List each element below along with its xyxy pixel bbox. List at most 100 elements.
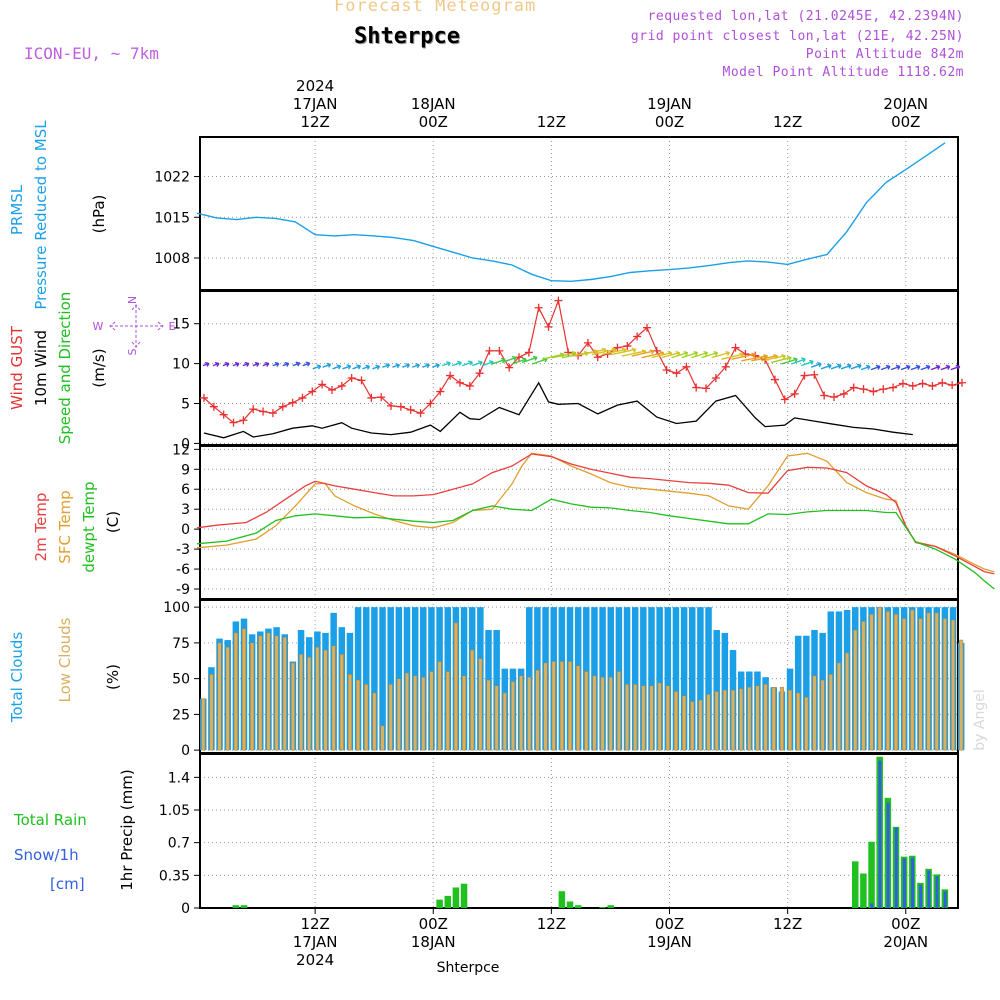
- requested-coords: requested lon,lat (21.0245E, 42.2394N): [647, 9, 964, 24]
- wind-gust-marker: [623, 342, 632, 351]
- low-clouds-bar: [437, 661, 442, 751]
- y-tick-label: 50: [172, 672, 190, 688]
- low-clouds-bar: [266, 632, 271, 751]
- credit-label: by Angel: [972, 689, 988, 750]
- rain-bar: [436, 899, 443, 908]
- wind-gust-marker: [357, 376, 366, 385]
- y-tick-label: 1008: [154, 251, 190, 267]
- wind-direction-arrow: [312, 364, 322, 370]
- compass-arrows: [109, 304, 164, 348]
- wind-direction-arrow: [292, 361, 301, 367]
- wind-gust-marker: [446, 371, 455, 380]
- low-clouds-bar: [568, 661, 572, 751]
- snow-bar: [919, 884, 923, 908]
- wind-gust-marker: [200, 393, 208, 402]
- total-clouds-bar: [640, 607, 647, 751]
- low-clouds-bar: [510, 681, 515, 751]
- snow-bar: [911, 857, 915, 908]
- wind-direction-arrow: [681, 350, 699, 359]
- y-tick-label: 1.05: [159, 803, 190, 819]
- low-clouds-bar: [429, 671, 434, 751]
- y-tick-label: 0: [181, 436, 190, 452]
- wind-direction-arrow: [422, 363, 430, 369]
- wind-direction-arrow: [631, 349, 655, 357]
- total-clouds-bar: [631, 607, 639, 751]
- low-clouds-bar: [869, 614, 874, 751]
- low-clouds-bar: [388, 684, 393, 751]
- low-clouds-bar: [731, 689, 735, 751]
- x-tick-label-top: 18JAN: [411, 95, 456, 113]
- wind-gust-marker: [209, 402, 218, 411]
- rain-bar: [607, 905, 614, 908]
- y-tick-label: -3: [176, 542, 190, 558]
- model-label: ICON-EU, ~ 7km: [24, 44, 159, 63]
- wind-direction-arrow: [790, 357, 806, 365]
- point-altitude: Point Altitude 842m: [805, 47, 964, 62]
- low-clouds-bar: [470, 649, 475, 751]
- rain-bar: [574, 905, 582, 908]
- low-clouds-bar: [926, 612, 931, 751]
- wind-direction-arrow: [302, 361, 311, 367]
- low-clouds-bar: [551, 661, 556, 751]
- wind-direction-arrow: [820, 363, 832, 370]
- location-name: Shterpce: [354, 24, 460, 49]
- low-clouds-bar: [828, 674, 833, 751]
- wind-direction-arrow: [501, 355, 517, 364]
- wind-gust-marker: [583, 338, 592, 347]
- y-tick-label: 0: [181, 901, 190, 917]
- rain-bar: [444, 895, 451, 908]
- low-clouds-bar: [885, 611, 890, 751]
- dewpt-temp-line: [196, 498, 995, 590]
- x-tick-label-top: 12Z: [773, 113, 802, 131]
- low-clouds-bar: [576, 665, 581, 751]
- low-clouds-bar: [902, 618, 907, 751]
- wind-direction-arrow: [322, 362, 332, 368]
- wind-direction-arrow: [471, 360, 483, 367]
- low-clouds-bar: [364, 684, 369, 751]
- low-clouds-bar: [258, 635, 263, 751]
- low-clouds-bar: [453, 622, 458, 751]
- x-tick-label-bottom: 00Z: [891, 915, 920, 933]
- low-clouds-bar: [559, 661, 564, 751]
- low-clouds-bar: [796, 692, 801, 751]
- x-tick-label-top: 17JAN: [293, 95, 338, 113]
- y-tick-label: 0: [181, 743, 190, 759]
- low-clouds-bar: [877, 606, 882, 751]
- compass-e-label: E: [169, 320, 176, 333]
- low-clouds-bar: [722, 689, 727, 751]
- wind-direction-arrow: [222, 361, 230, 367]
- wind-gust-marker: [702, 384, 711, 393]
- wind-direction-arrow: [242, 361, 250, 367]
- total-clouds-bar: [664, 607, 672, 751]
- wind-direction-arrow: [491, 357, 506, 365]
- compass-s-label: S: [126, 348, 139, 355]
- 2m-temp-line: [196, 453, 995, 575]
- rain-bar: [452, 887, 460, 908]
- total-clouds-bar: [672, 607, 680, 751]
- prmsl-title: PRMSL: [8, 184, 26, 235]
- wind-gust-marker: [347, 373, 356, 382]
- meteogram-title: Forecast Meteogram: [334, 0, 537, 16]
- wind-direction-arrow: [671, 350, 689, 359]
- wind-gust-marker: [475, 369, 484, 378]
- wind-direction-arrow: [442, 361, 451, 367]
- y-tick-label: 12: [172, 442, 190, 458]
- low-clouds-bar: [543, 662, 548, 751]
- x-tick-label-bottom: 19JAN: [647, 933, 692, 951]
- total-clouds-bar: [803, 635, 810, 751]
- wind-direction-arrow: [481, 360, 494, 367]
- wind-gust-marker: [830, 393, 839, 402]
- wind-ylabel: (m/s): [90, 348, 108, 387]
- wind-gust-marker: [849, 383, 858, 392]
- y-tick-label: 15: [172, 317, 190, 333]
- low-clouds-bar: [690, 701, 695, 751]
- wind-direction-arrow: [252, 361, 260, 367]
- x-tick-label-top: 00Z: [891, 113, 920, 131]
- low-clouds-bar: [845, 652, 850, 751]
- panel-temperature: -9 -6 -3 0 3 6 9 12: [172, 442, 995, 600]
- wind-direction-arrow: [880, 364, 891, 371]
- y-tick-label: 5: [181, 397, 190, 413]
- wind-gust-marker: [642, 323, 651, 332]
- panel-clouds: 0 25 50 75 100: [163, 599, 965, 759]
- low-clouds-bar: [274, 635, 279, 751]
